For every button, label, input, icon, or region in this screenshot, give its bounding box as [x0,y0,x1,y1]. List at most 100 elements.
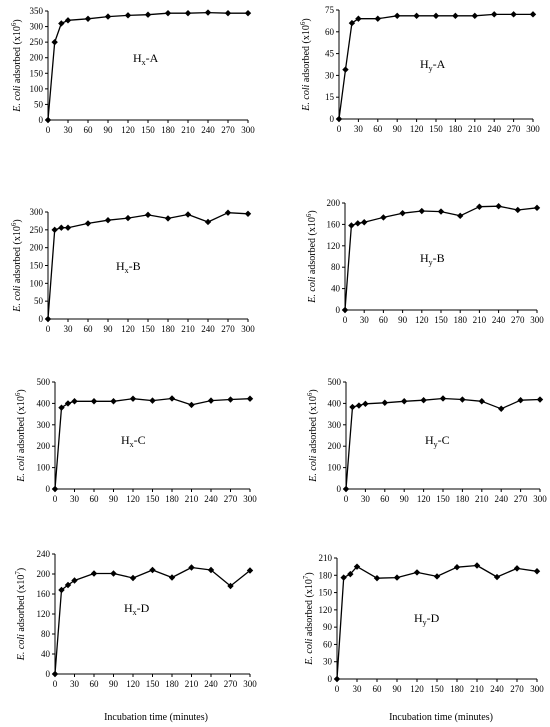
y-tick-label: 250 [30,37,44,47]
x-tick-label: 30 [361,494,371,504]
data-point [227,396,234,403]
x-tick-label: 240 [204,494,218,504]
y-tick-label: 100 [30,278,44,288]
y-tick-label: 120 [319,605,333,615]
y-tick-label: 0 [39,115,44,125]
chart-panel-6: 0 100 200 300 400 500 0 30 60 90 120 150 180 210 240 27… [306,377,547,504]
data-point [58,224,65,231]
y-tick-label: 40 [41,649,51,659]
data-point [184,211,192,218]
data-point [44,315,52,323]
data-point [399,209,406,217]
x-tick-label: 210 [185,494,199,504]
x-tick-label: 270 [511,315,525,325]
panel-label: Hy-C [425,433,450,449]
y-axis-title: E. coli adsorbed (x106) [10,219,23,312]
data-point [90,398,98,405]
x-tick-label: 210 [470,684,484,694]
data-point [533,204,541,212]
data-point [439,395,447,402]
x-tick-label: 180 [161,125,175,135]
y-tick-label: 400 [328,398,342,408]
data-point [144,11,152,18]
data-point [224,209,232,216]
x-tick-label: 270 [221,125,235,135]
data-point [536,396,544,403]
y-tick-label: 300 [30,207,44,217]
data-point [381,399,388,406]
y-tick-label: 50 [34,99,44,109]
y-tick-label: 300 [30,22,44,32]
x-tick-label: 180 [456,494,470,504]
x-tick-label: 240 [487,124,501,134]
data-point [64,400,72,407]
x-tick-label: 300 [243,494,257,504]
data-point [420,396,427,404]
y-tick-label: 90 [323,622,333,632]
data-point [64,224,72,231]
x-tick-label: 120 [126,679,140,689]
y-tick-label: 210 [319,553,333,563]
panel-label: Hy-A [420,57,446,73]
data-point [517,396,524,404]
data-point [149,397,156,404]
x-tick-label: 150 [429,124,443,134]
x-tick-label: 150 [141,324,155,334]
panel-label: Hy-D [414,611,440,627]
chart-panel-8: 0 30 60 90 120 150 180 210 0 30 60 90 120 150 180 210 24… [302,553,544,694]
y-tick-label: 150 [319,588,333,598]
data-point [478,398,485,405]
x-tick-label: 270 [224,494,238,504]
x-tick-label: 90 [104,324,114,334]
x-tick-label: 90 [400,494,410,504]
x-tick-label: 90 [393,124,403,134]
series-line [54,397,251,490]
data-point [498,405,505,412]
data-point [84,220,92,227]
data-point [44,116,52,124]
data-point [493,573,501,581]
x-tick-label: 210 [185,679,199,689]
y-axis-title: E. coli adsorbed (x107) [14,568,27,661]
x-tick-label: 240 [492,315,506,325]
chart-panel-4: 0 40 80 120 160 200 0 30 60 90 120 150 180 210 240 270 3… [305,198,544,325]
data-point [335,115,343,123]
data-point [355,15,362,22]
x-tick-label: 180 [453,315,467,325]
data-point [51,485,59,493]
x-tick-label: 300 [530,315,544,325]
x-tick-label: 30 [70,679,80,689]
data-point [104,13,112,20]
x-tick-label: 180 [165,494,179,504]
data-point [349,403,356,411]
data-point [353,563,361,570]
y-tick-label: 100 [30,84,44,94]
data-point [204,9,212,16]
data-point [529,11,537,18]
panel-label: Hy-B [420,251,445,267]
data-point [432,12,440,20]
data-point [476,203,483,210]
x-tick-label: 30 [353,684,363,694]
x-tick-label: 300 [533,494,547,504]
x-tick-label: 210 [468,124,482,134]
x-tick-label: 90 [109,679,119,689]
y-tick-label: 240 [37,549,51,559]
y-tick-label: 200 [30,53,44,63]
data-point [413,569,421,576]
x-tick-label: 150 [434,315,448,325]
x-tick-label: 30 [70,494,80,504]
data-point [342,66,349,73]
data-point [513,565,521,572]
data-point [473,562,481,569]
y-axis-title: E. coli adsorbed (x107) [302,572,315,665]
data-point [495,203,502,210]
data-point [433,573,441,580]
panel-label: Hx-A [133,51,159,67]
x-tick-label: 0 [344,494,349,504]
data-point [58,404,65,411]
data-point [514,206,521,214]
x-tick-label: 300 [241,324,255,334]
x-tick-label: 300 [243,679,257,689]
